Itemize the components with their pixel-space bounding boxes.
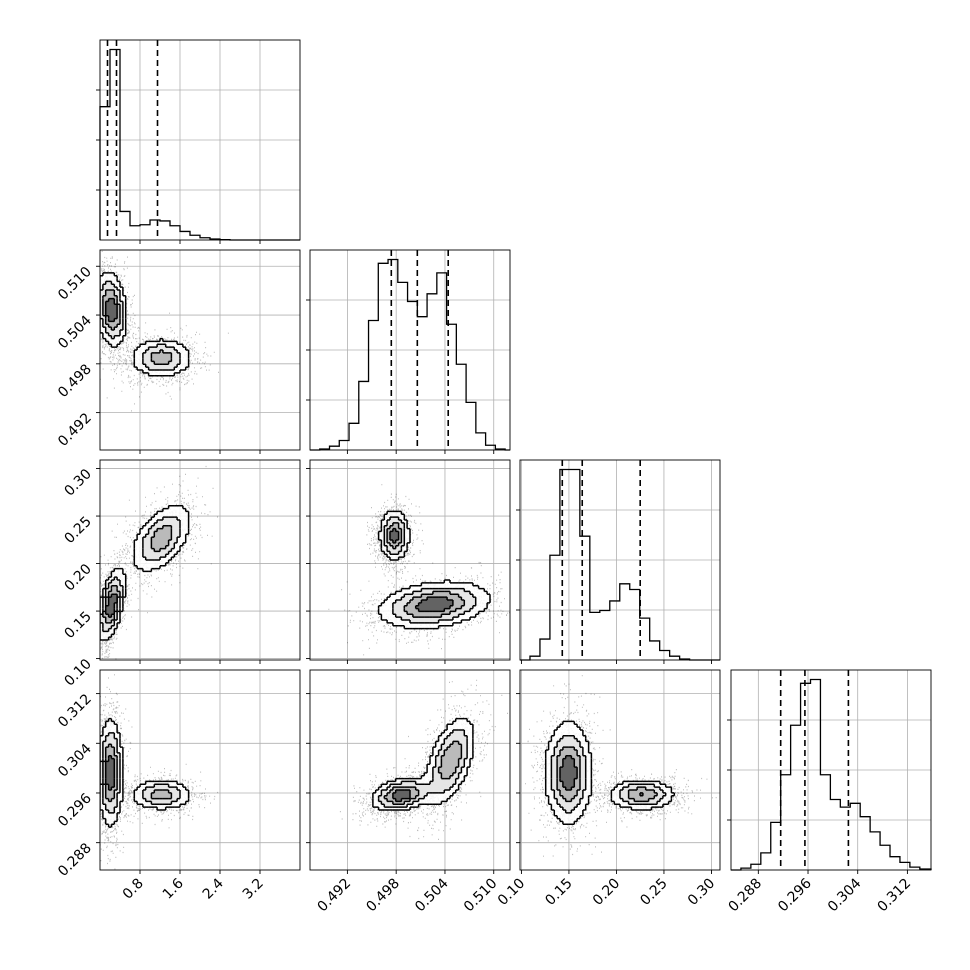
histogram-step-1 bbox=[310, 258, 510, 451]
x-tick-label-1-3: 0.510 bbox=[461, 876, 501, 916]
panel-frame bbox=[99, 459, 301, 661]
y-tick-label-3-1: 0.296 bbox=[55, 790, 95, 830]
contour-line-1 bbox=[100, 280, 181, 371]
y-tick-label-1-3: 0.510 bbox=[55, 264, 95, 304]
contour-line-3 bbox=[104, 297, 118, 323]
scatter-panel-0-2 bbox=[99, 459, 301, 661]
density-level-1 bbox=[100, 281, 181, 371]
histogram-panel-0 bbox=[96, 39, 301, 241]
x-tick-label-0-2: 2.4 bbox=[200, 875, 227, 902]
scatter-points bbox=[100, 465, 218, 660]
scatter-panel-1-3 bbox=[309, 669, 511, 871]
y-tick-label-3-3: 0.312 bbox=[55, 691, 95, 731]
x-tick-label-2-1: 0.15 bbox=[542, 876, 575, 909]
contour-line-2 bbox=[102, 289, 173, 366]
panel-frame bbox=[99, 39, 301, 241]
density-level-2 bbox=[387, 522, 465, 618]
x-tick-label-1-2: 0.504 bbox=[412, 875, 452, 915]
y-tick-label-2-3: 0.25 bbox=[61, 514, 94, 547]
x-tick-label-0-3: 3.2 bbox=[240, 876, 267, 903]
x-tick-label-3-3: 0.312 bbox=[875, 876, 915, 916]
contour-line-0 bbox=[372, 717, 474, 811]
contour-line-3 bbox=[389, 527, 454, 613]
panel-frame bbox=[730, 669, 932, 871]
contour-line-1 bbox=[383, 516, 477, 624]
y-tick-label-3-0: 0.288 bbox=[55, 840, 95, 880]
panel-frame bbox=[309, 459, 511, 661]
panel-frame bbox=[309, 249, 511, 451]
x-tick-label-3-0: 0.288 bbox=[725, 876, 765, 916]
contour-line-1 bbox=[100, 516, 181, 633]
y-tick-label-3-2: 0.304 bbox=[55, 741, 95, 781]
contour-line-0 bbox=[377, 510, 491, 630]
density-level-3 bbox=[105, 755, 115, 791]
scatter-points bbox=[339, 679, 508, 840]
contour-line-2 bbox=[386, 522, 466, 618]
contour-line-3 bbox=[392, 789, 411, 803]
contour-line-2 bbox=[556, 746, 658, 803]
contour-line-3 bbox=[104, 593, 118, 618]
x-tick-label-2-2: 0.20 bbox=[590, 876, 623, 909]
contour-line-2 bbox=[102, 524, 173, 624]
y-tick-label-2-0: 0.10 bbox=[61, 656, 94, 689]
histogram-step-3 bbox=[731, 678, 932, 871]
histogram-panel-2 bbox=[516, 459, 721, 661]
x-tick-label-1-0: 0.492 bbox=[315, 876, 355, 916]
contour-line-0 bbox=[100, 717, 190, 828]
scatter-panel-0-3 bbox=[99, 669, 301, 871]
scatter-panel-1-2 bbox=[309, 459, 511, 661]
panel-frame bbox=[309, 669, 511, 871]
x-tick-label-0-1: 1.6 bbox=[160, 875, 187, 902]
x-tick-label-2-3: 0.25 bbox=[637, 876, 670, 909]
contour-line-0 bbox=[100, 504, 190, 641]
x-tick-label-0-0: 0.8 bbox=[120, 876, 147, 903]
scatter-panel-2-3 bbox=[519, 669, 721, 871]
contour-line-1 bbox=[377, 729, 468, 808]
contour-line-1 bbox=[100, 732, 181, 814]
contour-line-1 bbox=[550, 734, 667, 814]
density-level-2 bbox=[384, 741, 462, 805]
contour-line-0 bbox=[100, 272, 190, 377]
y-tick-label-1-0: 0.492 bbox=[55, 410, 95, 450]
panel-frame bbox=[519, 669, 721, 871]
histogram-step-2 bbox=[520, 468, 720, 661]
scatter-panel-0-1 bbox=[99, 249, 301, 451]
x-tick-label-3-2: 0.304 bbox=[825, 875, 865, 915]
y-tick-label-2-1: 0.15 bbox=[61, 609, 94, 642]
scatter-points bbox=[100, 250, 229, 412]
y-tick-label-2-2: 0.20 bbox=[61, 561, 94, 594]
y-tick-label-2-4: 0.30 bbox=[61, 466, 94, 499]
y-tick-label-1-2: 0.504 bbox=[55, 313, 95, 353]
contour-line-2 bbox=[102, 743, 173, 803]
histogram-panel-1 bbox=[306, 249, 511, 451]
panel-frame bbox=[99, 249, 301, 451]
histogram-panel-3 bbox=[727, 669, 932, 871]
density-level-3 bbox=[390, 528, 454, 612]
x-tick-label-3-1: 0.296 bbox=[775, 875, 815, 915]
y-tick-label-1-1: 0.498 bbox=[55, 361, 95, 401]
histogram-step-0 bbox=[99, 48, 300, 241]
contour-line-0 bbox=[544, 720, 676, 826]
contour-line-3 bbox=[559, 754, 644, 797]
x-tick-label-1-1: 0.498 bbox=[363, 876, 403, 916]
contour-line-2 bbox=[383, 740, 463, 806]
contour-line-3 bbox=[104, 754, 116, 791]
x-tick-label-2-0: 0.10 bbox=[495, 876, 528, 909]
panel-frame bbox=[99, 669, 301, 871]
x-tick-label-2-4: 0.30 bbox=[685, 876, 718, 909]
panel-frame bbox=[519, 459, 721, 661]
